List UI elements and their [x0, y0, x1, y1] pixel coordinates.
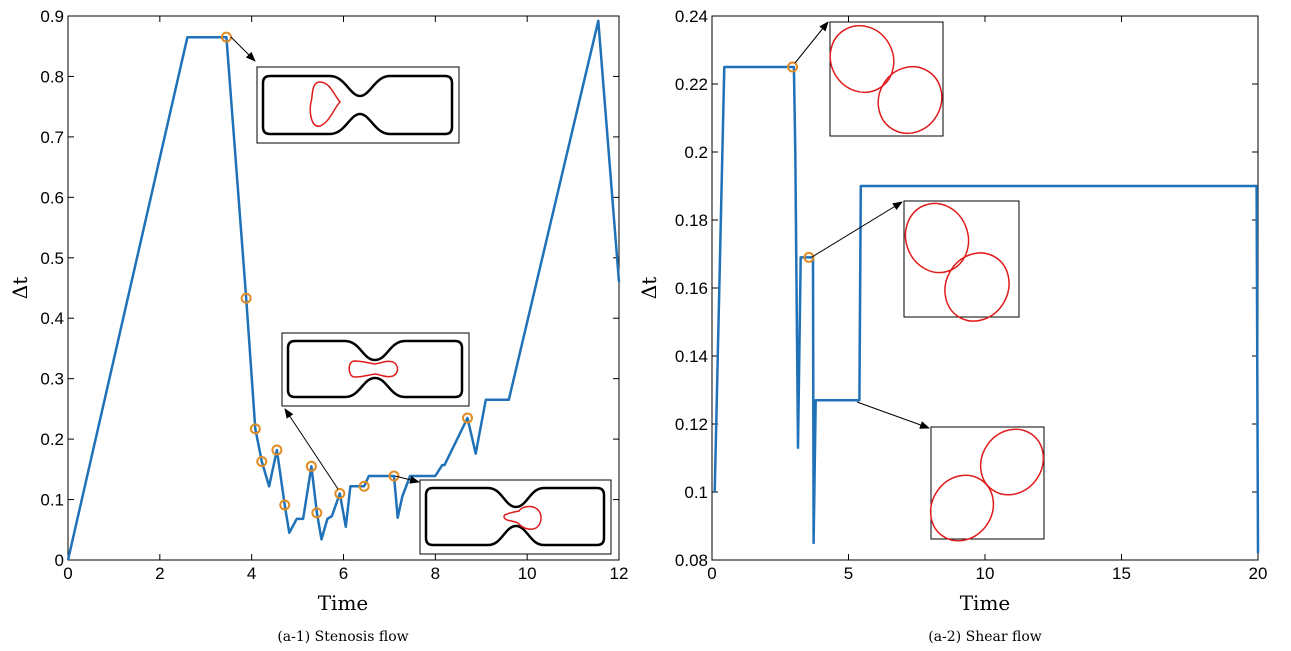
- y-tick-label: 0.18: [675, 211, 708, 230]
- y-tick-label: 0.14: [675, 347, 708, 366]
- highlight-markers: [787, 61, 815, 263]
- highlight-marker: [256, 455, 268, 467]
- highlight-marker: [461, 412, 473, 424]
- highlight-marker: [240, 292, 252, 304]
- x-tick-labels: 0 5 10 15 20: [707, 564, 1267, 583]
- y-tick-labels: 0.08 0.1 0.12 0.14 0.16 0.18 0.2 0.22 0.24: [675, 7, 708, 570]
- highlight-marker: [311, 507, 323, 519]
- highlight-marker: [787, 61, 799, 73]
- highlight-markers: [220, 31, 473, 519]
- annotation-arrow: [856, 401, 930, 429]
- highlight-marker: [271, 444, 283, 456]
- y-tick-label: 0.7: [40, 128, 64, 147]
- y-tick-label: 0: [55, 551, 64, 570]
- highlight-marker: [279, 499, 291, 511]
- y-tick-label: 0.08: [675, 551, 708, 570]
- y-tick-label: 0.9: [40, 7, 64, 26]
- y-axis-label: Δt: [8, 277, 32, 299]
- caption-left: (a-1) Stenosis flow: [277, 629, 408, 645]
- y-axis-label: Δt: [637, 277, 661, 299]
- y-tick-label: 0.4: [40, 309, 64, 328]
- x-tick-label: 2: [155, 564, 164, 583]
- y-tick-label: 0.6: [40, 188, 64, 207]
- channel-outline: [424, 486, 606, 547]
- annotation-arrow: [394, 475, 420, 484]
- inset-shear-1: [829, 21, 944, 137]
- x-tick-label: 10: [518, 564, 537, 583]
- x-axis-label: Time: [318, 591, 369, 615]
- inset-stenosis-1: [256, 66, 460, 144]
- annotation-arrow: [284, 408, 339, 490]
- x-tick-label: 0: [63, 564, 72, 583]
- x-tick-label: 4: [247, 564, 256, 583]
- inset-shear-2: [903, 200, 1020, 322]
- stenosis-flow-chart: 0 2 4 6 8 10 12 0 0.1 0.2 0.3 0.4 0.5 0.6 0.7 0.8 0.9 T…: [8, 7, 628, 645]
- y-tick-labels: 0 0.1 0.2 0.3 0.4 0.5 0.6 0.7 0.8 0.9: [40, 7, 64, 570]
- annotation-arrow: [794, 21, 829, 64]
- x-tick-label: 15: [1112, 564, 1131, 583]
- inset-shear-3: [929, 426, 1045, 542]
- cell-shape: [829, 24, 895, 94]
- cell-shape: [877, 65, 943, 135]
- highlight-marker: [249, 423, 261, 435]
- inset-stenosis-2: [281, 332, 470, 407]
- x-tick-label: 0: [707, 564, 716, 583]
- shear-flow-chart: 0 5 10 15 20 0.080.10.120.140.160.180.20.220…: [637, 7, 1267, 645]
- cell-shape: [348, 360, 399, 378]
- cell-shape: [944, 252, 1010, 322]
- x-tick-labels: 0 2 4 6 8 10 12: [63, 564, 628, 583]
- y-tick-label: 0.2: [40, 430, 64, 449]
- annotation-arrow: [811, 201, 903, 258]
- cell-shape: [904, 202, 970, 274]
- y-tick-label: 0.1: [40, 491, 64, 510]
- y-tick-label: 0.12: [675, 415, 708, 434]
- x-tick-label: 10: [976, 564, 995, 583]
- caption-right: (a-2) Shear flow: [928, 629, 1042, 645]
- y-tick-label: 0.8: [40, 67, 64, 86]
- dt-series-line: [66, 19, 621, 561]
- highlight-marker: [388, 470, 400, 482]
- cell-shape: [979, 428, 1045, 496]
- highlight-marker: [358, 480, 370, 492]
- channel-outline: [286, 339, 464, 399]
- x-tick-label: 12: [610, 564, 629, 583]
- y-tick-label: 0.1: [684, 483, 708, 502]
- y-tick-label: 0.5: [40, 249, 64, 268]
- axis-ticks: [67, 15, 620, 561]
- x-axis-label: Time: [960, 591, 1011, 615]
- inset-stenosis-3: [419, 479, 612, 555]
- x-tick-label: 6: [339, 564, 348, 583]
- x-tick-label: 5: [844, 564, 853, 583]
- highlight-marker: [334, 488, 346, 500]
- y-tick-label: 0.24: [675, 7, 708, 26]
- y-tick-label: 0.3: [40, 370, 64, 389]
- annotation-arrow: [230, 36, 256, 62]
- highlight-marker: [305, 460, 317, 472]
- x-tick-label: 20: [1249, 564, 1268, 583]
- y-tick-label: 0.22: [675, 75, 708, 94]
- x-tick-label: 8: [431, 564, 440, 583]
- cell-shape: [309, 81, 342, 127]
- channel-outline: [261, 74, 454, 136]
- y-tick-label: 0.16: [675, 279, 708, 298]
- cell-shape: [503, 505, 542, 530]
- highlight-marker: [803, 251, 815, 263]
- y-tick-label: 0.2: [684, 143, 708, 162]
- cell-shape: [929, 474, 995, 542]
